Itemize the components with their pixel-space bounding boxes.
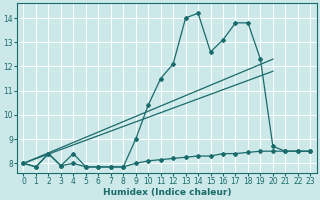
X-axis label: Humidex (Indice chaleur): Humidex (Indice chaleur) bbox=[103, 188, 231, 197]
